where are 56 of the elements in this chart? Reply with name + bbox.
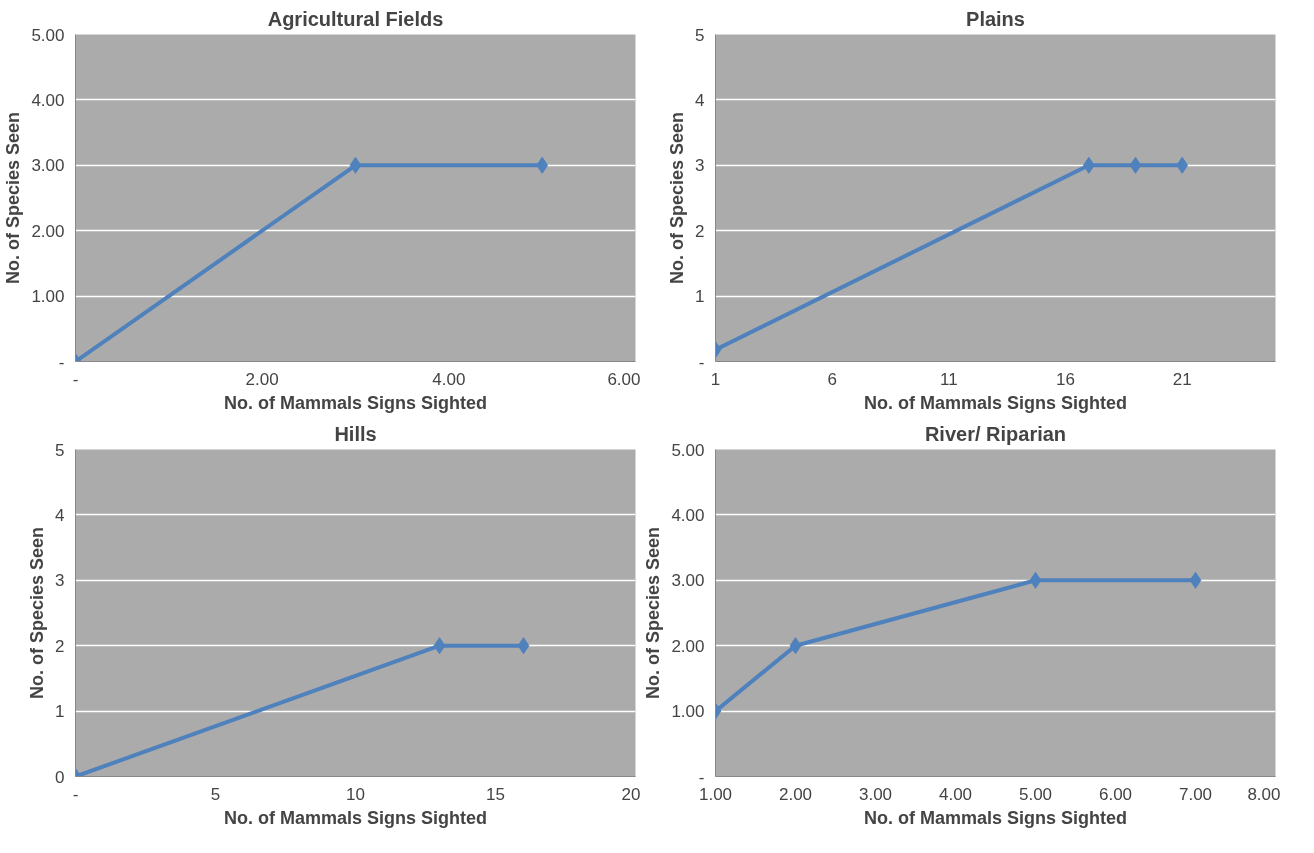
- x-tick-label: 20: [621, 784, 641, 804]
- x-axis-title: No. of Mammals Signs Sighted: [863, 807, 1128, 828]
- x-axis-title: No. of Mammals Signs Sighted: [863, 392, 1128, 413]
- x-tick-label: 6: [827, 369, 837, 389]
- y-tick-label: 1.00: [31, 287, 65, 307]
- y-tick-label: 3.00: [31, 156, 65, 176]
- x-tick-label: 2.00: [245, 369, 279, 389]
- y-tick-label: 1: [55, 702, 65, 722]
- x-tick-label: 16: [1056, 369, 1075, 389]
- x-tick-label: 5.00: [1018, 784, 1053, 804]
- y-axis-title: No. of Species Seen: [643, 526, 664, 700]
- y-tick-label: -: [58, 352, 65, 372]
- y-axis-title: No. of Species Seen: [27, 526, 48, 700]
- y-tick-label: 1: [695, 287, 705, 307]
- y-tick-label: 5: [695, 25, 705, 45]
- x-tick-label: 5: [210, 784, 221, 804]
- chart-title: Hills: [334, 422, 377, 445]
- x-tick-label: 4.00: [432, 369, 466, 389]
- y-tick-label: 5.00: [31, 25, 65, 45]
- y-tick-label: 2.00: [671, 636, 705, 656]
- chart-title: Agricultural Fields: [267, 7, 444, 30]
- x-axis-title: No. of Mammals Signs Sighted: [223, 807, 488, 828]
- y-tick-label: 2: [55, 636, 65, 656]
- y-tick-label: 5: [55, 440, 65, 460]
- x-tick-label: 11: [940, 369, 958, 389]
- y-tick-label: 4.00: [31, 90, 65, 110]
- x-tick-label: 21: [1172, 369, 1192, 389]
- y-axis-title: No. of Species Seen: [3, 111, 24, 285]
- x-tick-label: 2.00: [778, 784, 813, 804]
- y-axis-title: No. of Species Seen: [667, 111, 688, 285]
- x-tick-label: 15: [486, 784, 505, 804]
- y-tick-label: 2: [695, 221, 705, 241]
- x-tick-label: 10: [346, 784, 365, 804]
- y-tick-label: 3.00: [671, 571, 705, 591]
- x-tick-label: 3.00: [858, 784, 893, 804]
- y-tick-label: 2.00: [31, 221, 65, 241]
- y-tick-label: -: [698, 352, 705, 372]
- y-tick-label: 4.00: [671, 505, 705, 525]
- y-tick-label: 1.00: [671, 702, 705, 722]
- y-tick-label: 5.00: [671, 440, 705, 460]
- x-tick-label: 6.00: [1098, 784, 1133, 804]
- chart-title: Plains: [966, 7, 1025, 30]
- y-tick-label: 4: [695, 90, 705, 110]
- y-tick-label: 3: [695, 156, 705, 176]
- x-tick-label: 4.00: [938, 784, 973, 804]
- x-tick-label: -: [72, 369, 79, 389]
- x-tick-label: 8.00: [1247, 784, 1281, 804]
- x-axis-title: No. of Mammals Signs Sighted: [223, 392, 488, 413]
- y-tick-label: -: [698, 767, 705, 787]
- y-tick-label: 0: [55, 767, 65, 787]
- y-tick-label: 4: [55, 505, 65, 525]
- x-tick-label: 6.00: [607, 369, 641, 389]
- x-tick-label: -: [72, 784, 79, 804]
- chart-title: River/ Riparian: [924, 422, 1067, 445]
- y-tick-label: 3: [55, 571, 65, 591]
- x-tick-label: 7.00: [1178, 784, 1213, 804]
